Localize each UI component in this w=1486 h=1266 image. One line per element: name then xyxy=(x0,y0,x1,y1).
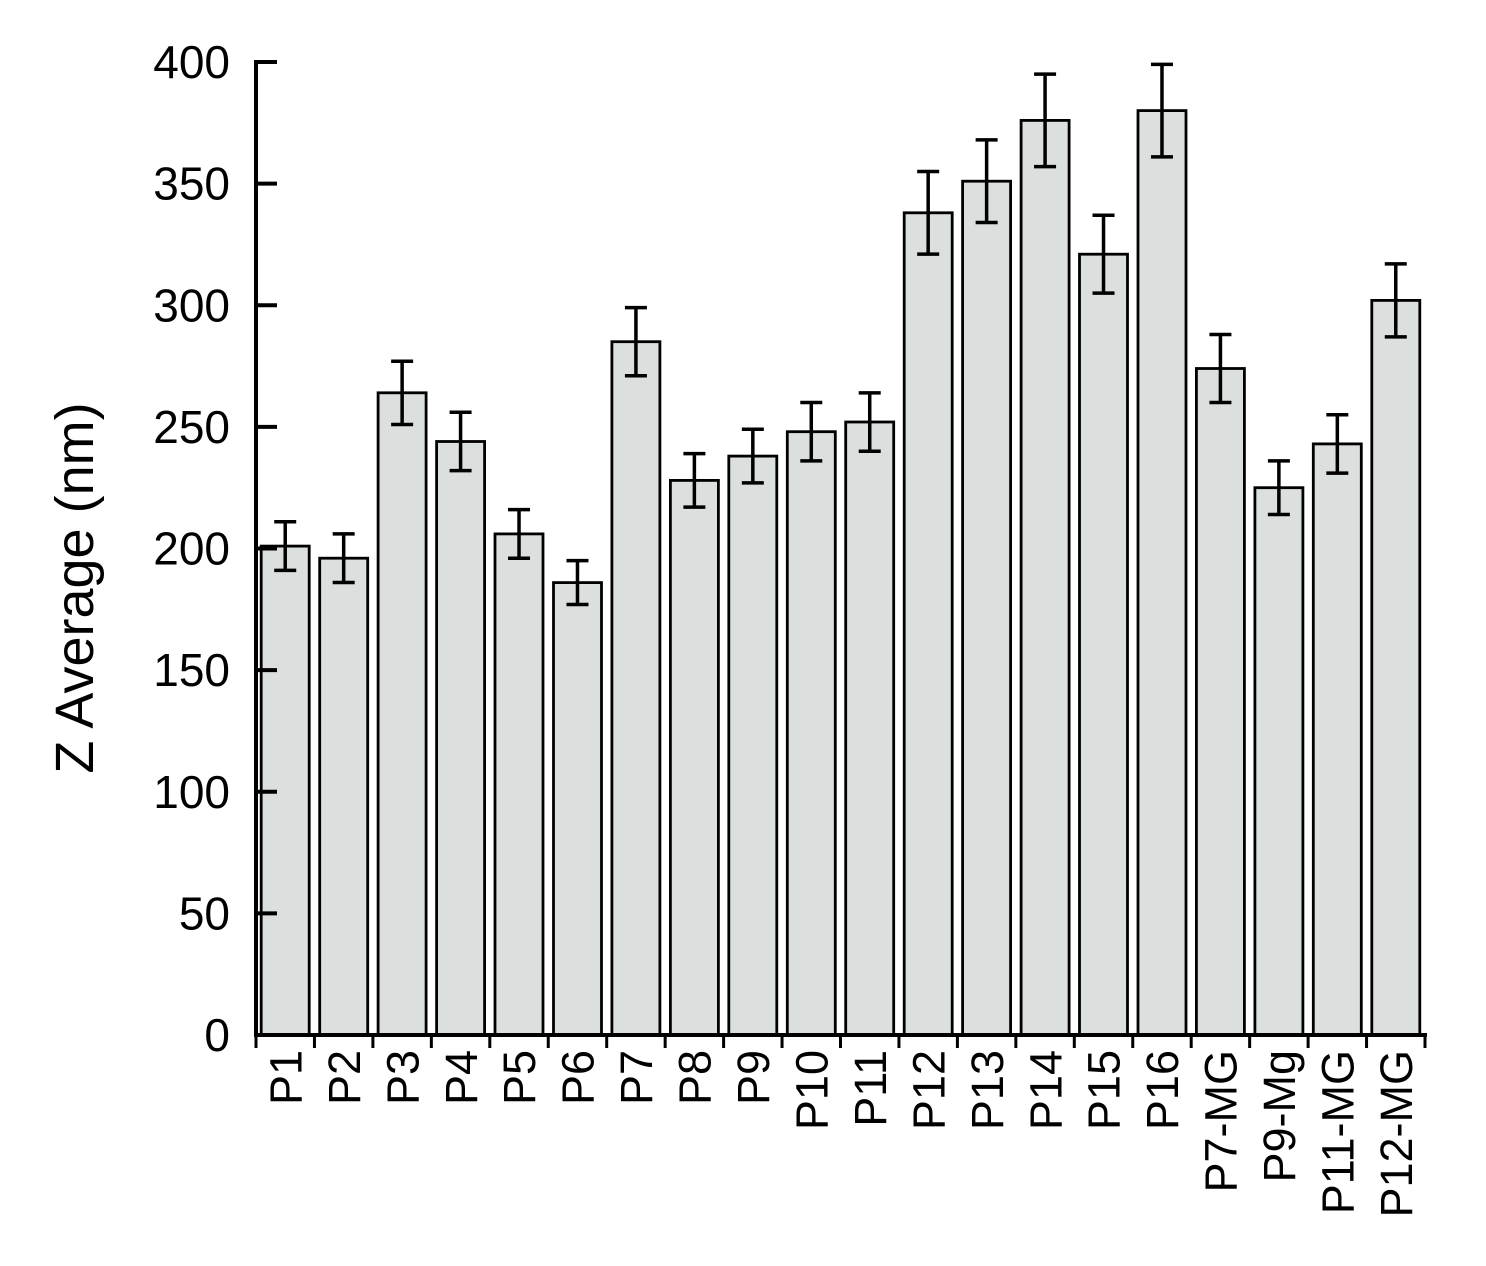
bar-P10 xyxy=(785,430,837,1037)
x-category-label-P7-MG: P7-MG xyxy=(1196,1050,1247,1193)
y-tick-label-400: 400 xyxy=(153,36,230,88)
bar-P2 xyxy=(318,556,370,1037)
y-tick-label-250: 250 xyxy=(153,401,230,453)
bar-P12-MG xyxy=(1370,298,1422,1037)
y-tick-label-350: 350 xyxy=(153,158,230,210)
y-axis-title: Z Average (nm) xyxy=(45,402,105,774)
bar-P4 xyxy=(435,440,487,1037)
bar-P13 xyxy=(961,179,1012,1037)
x-category-label-P10: P10 xyxy=(786,1050,837,1130)
y-tick-label-0: 0 xyxy=(204,1009,230,1061)
x-category-label-P12: P12 xyxy=(903,1050,954,1130)
bar-P14 xyxy=(1019,119,1071,1037)
y-tick-label-100: 100 xyxy=(153,766,230,818)
x-category-label-P2: P2 xyxy=(319,1050,370,1105)
x-category-label-P13: P13 xyxy=(962,1050,1013,1130)
y-tick-label-150: 150 xyxy=(153,644,230,696)
bar-P9-Mg xyxy=(1253,486,1305,1037)
x-category-label-P1: P1 xyxy=(260,1050,311,1105)
x-category-label-P3: P3 xyxy=(377,1050,428,1105)
x-category-label-P8: P8 xyxy=(670,1050,721,1105)
x-category-label-P7: P7 xyxy=(611,1050,662,1105)
x-category-label-P11: P11 xyxy=(845,1050,896,1127)
bar-P5 xyxy=(493,532,545,1037)
x-category-label-P9-Mg: P9-Mg xyxy=(1254,1050,1305,1183)
bar-P12 xyxy=(902,211,954,1037)
x-category-label-P14: P14 xyxy=(1020,1050,1071,1130)
x-category-label-P11-MG: P11-MG xyxy=(1313,1050,1364,1214)
x-category-label-P15: P15 xyxy=(1079,1050,1130,1130)
bar-P7-MG xyxy=(1195,367,1246,1037)
bar-P9 xyxy=(727,454,779,1037)
x-category-label-P9: P9 xyxy=(728,1050,779,1105)
y-tick-label-200: 200 xyxy=(153,523,230,575)
bar-P16 xyxy=(1136,109,1188,1037)
bar-P11 xyxy=(844,420,896,1037)
bar-P3 xyxy=(376,391,428,1037)
x-category-label-P12-MG: P12-MG xyxy=(1371,1050,1422,1218)
bar-P15 xyxy=(1078,252,1129,1037)
x-category-label-P5: P5 xyxy=(494,1050,545,1105)
y-tick-label-300: 300 xyxy=(153,279,230,331)
bar-P6 xyxy=(552,581,603,1037)
bar-P8 xyxy=(669,478,720,1037)
x-category-label-P4: P4 xyxy=(436,1050,487,1105)
bar-P7 xyxy=(610,340,662,1037)
x-category-label-P16: P16 xyxy=(1137,1050,1188,1130)
y-tick-label-50: 50 xyxy=(179,887,230,939)
x-category-label-P6: P6 xyxy=(553,1050,604,1105)
bar-P11-MG xyxy=(1311,442,1363,1037)
